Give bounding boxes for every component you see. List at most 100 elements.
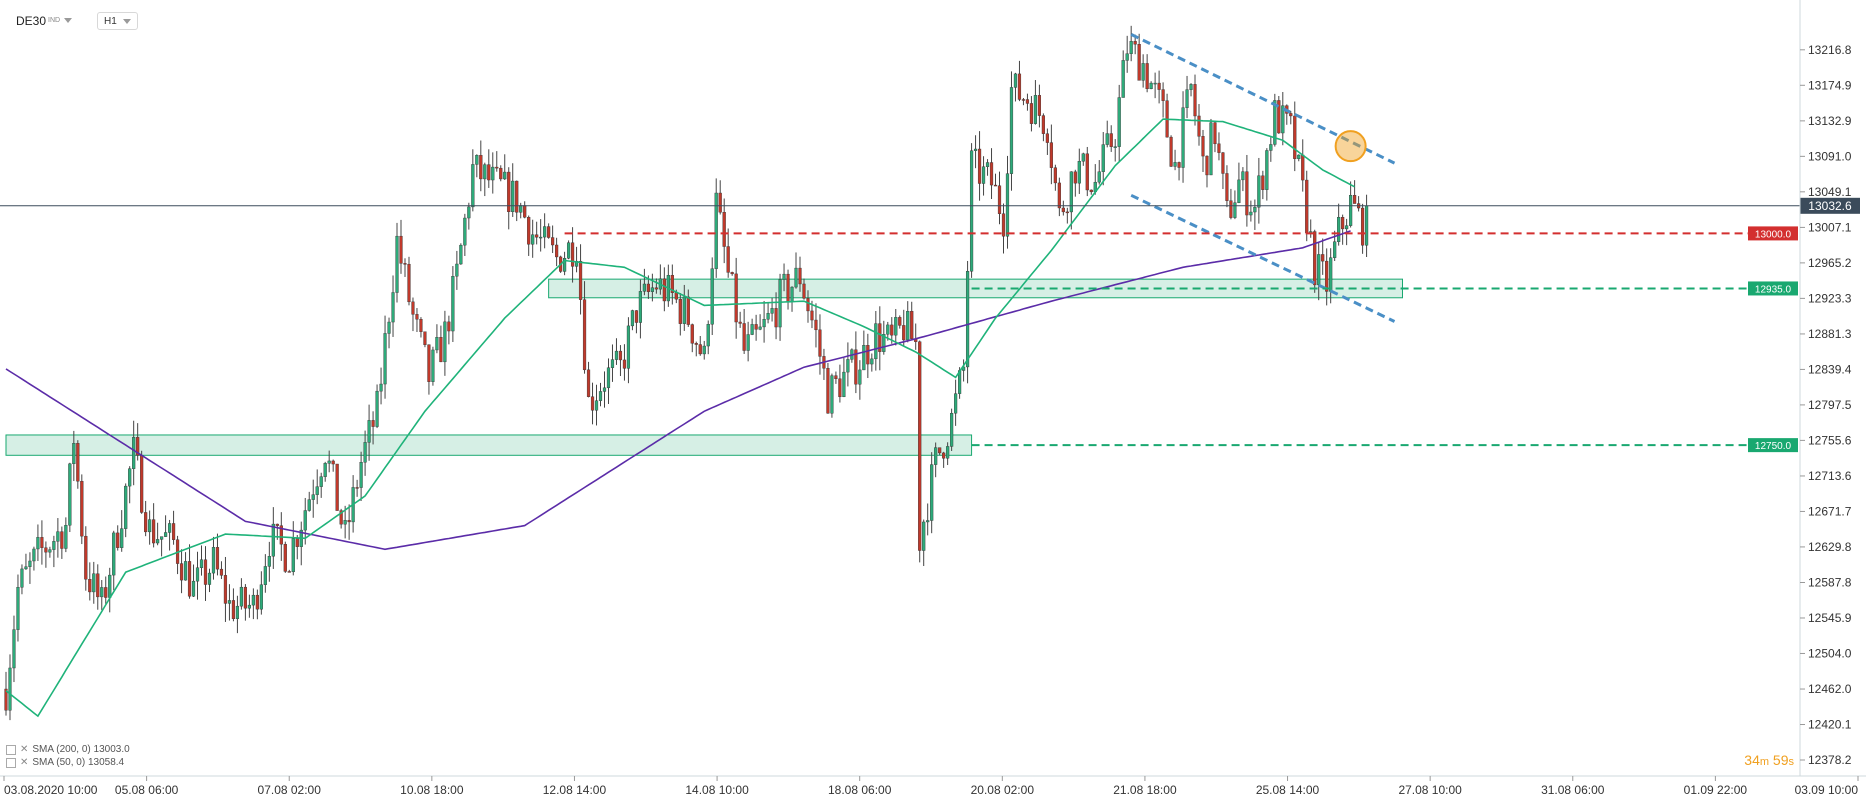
candle-body <box>223 575 228 604</box>
candle-body <box>1001 213 1006 237</box>
candle-body <box>535 234 539 238</box>
candle-body <box>64 525 68 549</box>
candle-body <box>483 164 487 180</box>
candle-body <box>319 476 323 487</box>
candle-body <box>543 226 547 238</box>
candle-body <box>1005 173 1010 237</box>
candle-body <box>391 292 395 323</box>
y-tick-label: 12965.2 <box>1808 256 1852 270</box>
candle-body <box>1297 154 1301 159</box>
symbol-name[interactable]: DE30 <box>16 14 47 28</box>
candle-body <box>1205 155 1209 176</box>
candle-body <box>76 443 80 482</box>
candle-body <box>890 324 894 336</box>
settings-icon[interactable] <box>6 744 16 755</box>
candle-body <box>251 594 255 606</box>
candle-body <box>1049 142 1053 168</box>
candle-body <box>1293 115 1297 159</box>
candle-body <box>383 333 387 385</box>
candle-body <box>80 481 84 537</box>
candle-body <box>894 317 898 336</box>
candle-body <box>1321 254 1325 262</box>
candle-body <box>1113 146 1117 148</box>
candle-body <box>854 349 858 385</box>
candle-body <box>279 525 283 545</box>
candle-body <box>523 205 527 218</box>
candle-body <box>969 150 974 272</box>
candle-body <box>590 396 595 411</box>
candle-body <box>471 164 475 208</box>
legend-sma50[interactable]: ✕ SMA (50, 0) 13058.4 <box>6 757 124 768</box>
candle-body <box>84 535 88 580</box>
candle-body <box>271 523 275 557</box>
candle-body <box>163 532 168 537</box>
candle-body <box>630 310 635 327</box>
candle-body <box>838 378 842 398</box>
candle-body <box>1145 63 1149 90</box>
y-tick-label: 13174.9 <box>1808 78 1852 92</box>
close-icon[interactable]: ✕ <box>20 757 29 768</box>
candle-body <box>36 537 40 550</box>
candle-body <box>802 283 806 299</box>
candle-body <box>259 584 263 610</box>
candle-body <box>710 268 714 325</box>
candle-body <box>499 167 503 180</box>
candle-body <box>247 604 251 609</box>
candle-body <box>495 166 499 169</box>
candle-body <box>112 532 116 576</box>
candle-body <box>459 244 463 265</box>
candle-body <box>403 263 407 265</box>
legend-sma200[interactable]: ✕ SMA (200, 0) 13003.0 <box>6 744 130 755</box>
candle-body <box>1153 82 1157 85</box>
candle-body <box>774 308 778 328</box>
candle-body <box>311 494 315 500</box>
level-tag <box>1748 281 1798 296</box>
x-tick-label: 10.08 18:00 <box>400 783 464 797</box>
candle-body <box>179 563 184 581</box>
candle-body <box>758 326 762 330</box>
candle-body <box>491 166 495 181</box>
candle-body <box>926 520 930 523</box>
candle-body <box>634 310 639 323</box>
candle-body <box>694 343 698 345</box>
candle-body <box>790 286 794 302</box>
symbol-dropdown-icon[interactable] <box>64 18 72 23</box>
candle-body <box>985 162 990 167</box>
candle-countdown: 34m 59s <box>1744 752 1794 768</box>
y-tick-label: 12545.9 <box>1808 611 1852 625</box>
y-tick-label: 12755.6 <box>1808 433 1852 447</box>
candle-body <box>842 371 846 398</box>
levels-layer: 13000.0 12935.0 12750.0 13032.6 <box>0 33 1860 453</box>
candle-body <box>778 279 782 328</box>
close-icon[interactable]: ✕ <box>20 744 29 755</box>
candle-body <box>243 586 247 609</box>
candle-body <box>20 568 24 588</box>
sma-layer <box>5 118 1355 718</box>
candle-body <box>503 171 507 180</box>
candle-body <box>702 345 706 355</box>
candle-body <box>1305 179 1309 234</box>
candle-body <box>1317 254 1321 286</box>
candle-body <box>1137 44 1141 81</box>
timeframe-select[interactable]: H1 <box>97 12 138 30</box>
candle-body <box>136 437 140 456</box>
candle-body <box>610 359 615 368</box>
candle-body <box>902 325 906 341</box>
candle-body <box>128 468 132 487</box>
candle-body <box>219 568 224 576</box>
candle-body <box>100 587 104 598</box>
candle-body <box>511 180 515 213</box>
candle-body <box>826 368 830 414</box>
candle-body <box>798 267 802 285</box>
settings-icon[interactable] <box>6 757 16 768</box>
level-tag <box>1748 438 1798 453</box>
candle-body <box>682 296 686 324</box>
candle-body <box>160 536 164 540</box>
candle-body <box>870 358 874 365</box>
candle-body <box>598 391 603 401</box>
candle-body <box>782 273 786 280</box>
level-tag-label: 13000.0 <box>1755 229 1792 240</box>
candle-body <box>1269 144 1273 151</box>
candle-body <box>1141 63 1145 81</box>
